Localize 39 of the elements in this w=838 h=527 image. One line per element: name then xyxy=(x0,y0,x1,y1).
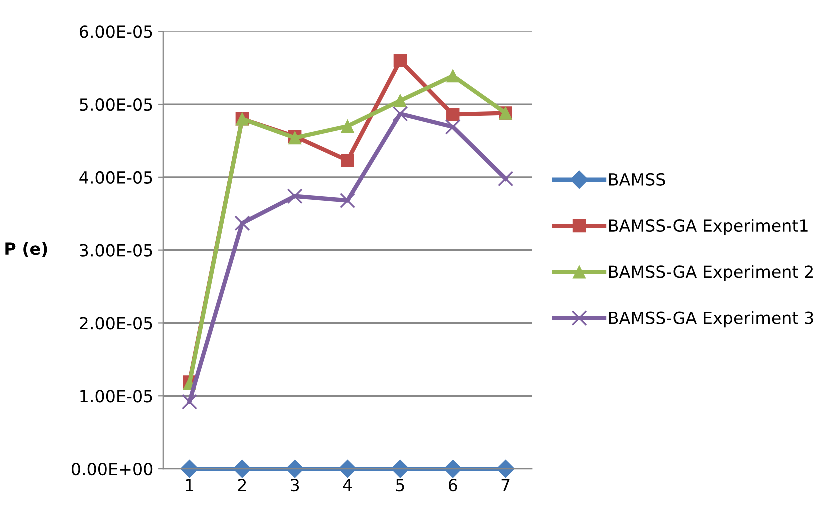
y-tick-label: 1.00E-05 xyxy=(80,390,152,403)
legend-label: BAMSS-GA Experiment1 xyxy=(609,219,808,236)
point xyxy=(394,94,408,108)
y-tick-label: 0.00E+00 xyxy=(72,462,153,476)
y-axis-title: P (e) xyxy=(6,242,48,258)
point xyxy=(286,460,304,478)
legend-label: BAMSS xyxy=(609,173,666,186)
point xyxy=(446,69,460,83)
x-tick-label: 4 xyxy=(343,479,352,492)
x-tick-label: 1 xyxy=(186,479,194,492)
point xyxy=(392,106,408,122)
point xyxy=(341,120,354,133)
point xyxy=(234,216,250,232)
legend-label: BAMSS-GA Experiment 2 xyxy=(609,265,813,282)
point xyxy=(340,192,356,209)
point xyxy=(233,460,252,478)
point xyxy=(180,460,199,478)
point xyxy=(444,460,462,478)
point xyxy=(496,460,515,478)
y-tick-label: 5.00E-05 xyxy=(80,98,152,112)
y-tick-label: 3.00E-05 xyxy=(80,244,152,257)
y-tick-label: 6.00E-05 xyxy=(80,26,152,38)
y-tick-label: 2.00E-05 xyxy=(80,317,152,330)
point xyxy=(287,188,303,204)
point xyxy=(445,119,461,135)
x-tick-label: 3 xyxy=(291,479,300,492)
point xyxy=(341,154,354,168)
point xyxy=(394,54,408,68)
point xyxy=(498,171,514,187)
x-tick-label: 6 xyxy=(448,479,458,492)
point xyxy=(182,394,198,410)
point xyxy=(446,108,460,122)
x-tick-label: 2 xyxy=(238,479,246,492)
y-tick-label: 4.00E-05 xyxy=(80,171,152,184)
legend-label: BAMSS-GA Experiment 3 xyxy=(609,311,814,328)
x-tick-label: 5 xyxy=(396,479,404,492)
point xyxy=(338,460,357,478)
point xyxy=(391,460,410,478)
x-tick-label: 7 xyxy=(502,479,510,492)
